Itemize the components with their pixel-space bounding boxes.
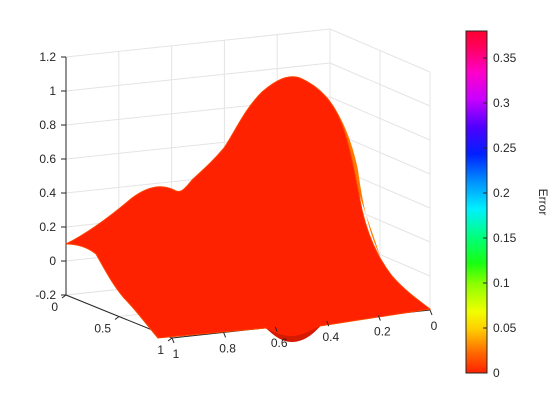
colorbar-tick-label: 0.3 (493, 96, 510, 110)
y-tick-mark (429, 309, 433, 316)
colorbar-tick-label: 0.05 (493, 321, 517, 335)
colorbar-tick-label: 0 (493, 366, 500, 380)
x-tick-mark (114, 316, 120, 320)
colorbar-ticks: 0 0.05 0.1 0.15 0.2 0.25 0.3 0.35 (483, 51, 517, 380)
y-tick-mark (326, 321, 330, 327)
z-tick-label: 1 (49, 84, 56, 98)
surface (65, 76, 432, 342)
z-tick-label: 0.4 (39, 186, 56, 200)
colorbar-tick-label: 0.35 (493, 51, 517, 65)
y-tick-label: 0 (431, 319, 438, 333)
y-tick-label: 0.6 (271, 336, 288, 350)
x-tick-label: 0.5 (94, 322, 111, 336)
z-tick-label: 1.2 (39, 50, 56, 64)
y-tick-mark (274, 326, 278, 332)
z-tick-label: -0.2 (35, 288, 56, 302)
x-tick-mark (167, 337, 173, 342)
y-tick-mark (377, 315, 381, 321)
y-tick-mark (171, 337, 175, 344)
colorbar-tick-label: 0.25 (493, 141, 517, 155)
surface-mesh (65, 76, 432, 341)
y-tick-label: 0.4 (322, 330, 339, 344)
grid-line (65, 28, 331, 58)
surface-front-dip (266, 326, 320, 342)
z-tick-label: 0.6 (39, 152, 56, 166)
colorbar-label: Error (536, 189, 550, 216)
y-tick-label: 0.8 (219, 341, 236, 355)
x-tick-label: 1 (157, 343, 164, 357)
z-tick-label: 0.2 (39, 220, 56, 234)
colorbar-tick-label: 0.2 (493, 186, 510, 200)
x-tick-mark (61, 294, 67, 299)
y-tick-label: 0.2 (374, 325, 391, 339)
z-tick-label: 0.8 (39, 118, 56, 132)
axis-ticks: -0.200.20.40.60.811.200.51 1 0.8 0.6 0.4 0.2 0 (35, 50, 437, 361)
colorbar: 0 0.05 0.1 0.15 0.2 0.25 0.3 0.35 Error (465, 30, 550, 380)
surface-shadow (326, 96, 380, 256)
colorbar-tick-label: 0.1 (493, 276, 510, 290)
colorbar-tick-label: 0.15 (493, 231, 517, 245)
y-tick-label: 1 (173, 347, 180, 361)
z-tick-label: 0 (49, 254, 56, 268)
x-tick-label: 0 (51, 300, 58, 314)
grid-line (65, 62, 331, 92)
y-tick-mark (223, 332, 227, 338)
colorbar-gradient (465, 30, 488, 374)
